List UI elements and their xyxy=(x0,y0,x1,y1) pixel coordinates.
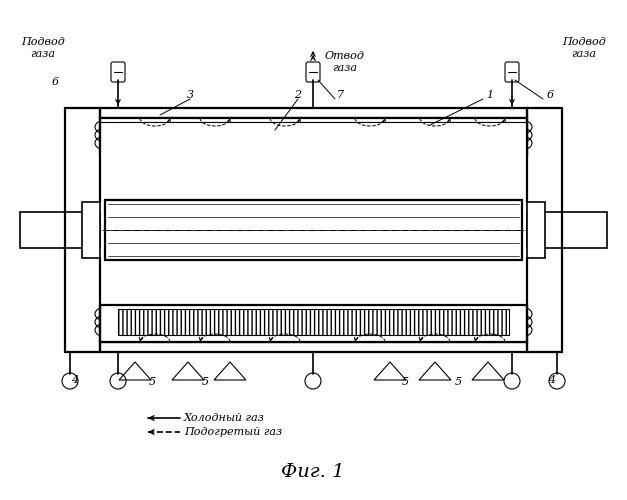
Text: 4: 4 xyxy=(549,375,556,385)
Bar xyxy=(100,108,527,118)
Circle shape xyxy=(549,373,565,389)
Text: 5: 5 xyxy=(149,377,155,387)
Text: 5: 5 xyxy=(455,377,461,387)
Circle shape xyxy=(305,373,321,389)
Text: 4: 4 xyxy=(71,375,78,385)
FancyBboxPatch shape xyxy=(505,62,519,82)
Text: 1: 1 xyxy=(487,90,493,100)
Bar xyxy=(100,148,527,200)
Text: Холодный газ: Холодный газ xyxy=(184,413,265,423)
Bar xyxy=(100,122,527,155)
Bar xyxy=(100,118,527,155)
Bar xyxy=(100,305,527,342)
Bar xyxy=(20,212,100,248)
Text: 3: 3 xyxy=(186,90,194,100)
Text: Отвод
газа: Отвод газа xyxy=(325,51,365,73)
Text: 2: 2 xyxy=(295,90,302,100)
FancyBboxPatch shape xyxy=(111,62,125,82)
Circle shape xyxy=(110,373,126,389)
Text: 5: 5 xyxy=(201,377,209,387)
Text: 6: 6 xyxy=(547,90,554,100)
Text: 5: 5 xyxy=(401,377,409,387)
Bar xyxy=(82,202,100,258)
Bar xyxy=(118,122,509,148)
Text: Подвод
газа: Подвод газа xyxy=(21,37,65,59)
Bar xyxy=(527,202,545,258)
Bar xyxy=(527,212,607,248)
Text: Подвод
газа: Подвод газа xyxy=(562,37,606,59)
Bar xyxy=(100,342,527,352)
Text: Подогретый газ: Подогретый газ xyxy=(184,427,282,437)
Text: 6: 6 xyxy=(51,77,58,87)
FancyBboxPatch shape xyxy=(306,62,320,82)
Text: 7: 7 xyxy=(337,90,344,100)
Circle shape xyxy=(504,373,520,389)
Bar xyxy=(105,200,522,260)
Circle shape xyxy=(62,373,78,389)
Text: Фиг. 1: Фиг. 1 xyxy=(282,463,345,481)
Bar xyxy=(118,309,509,335)
